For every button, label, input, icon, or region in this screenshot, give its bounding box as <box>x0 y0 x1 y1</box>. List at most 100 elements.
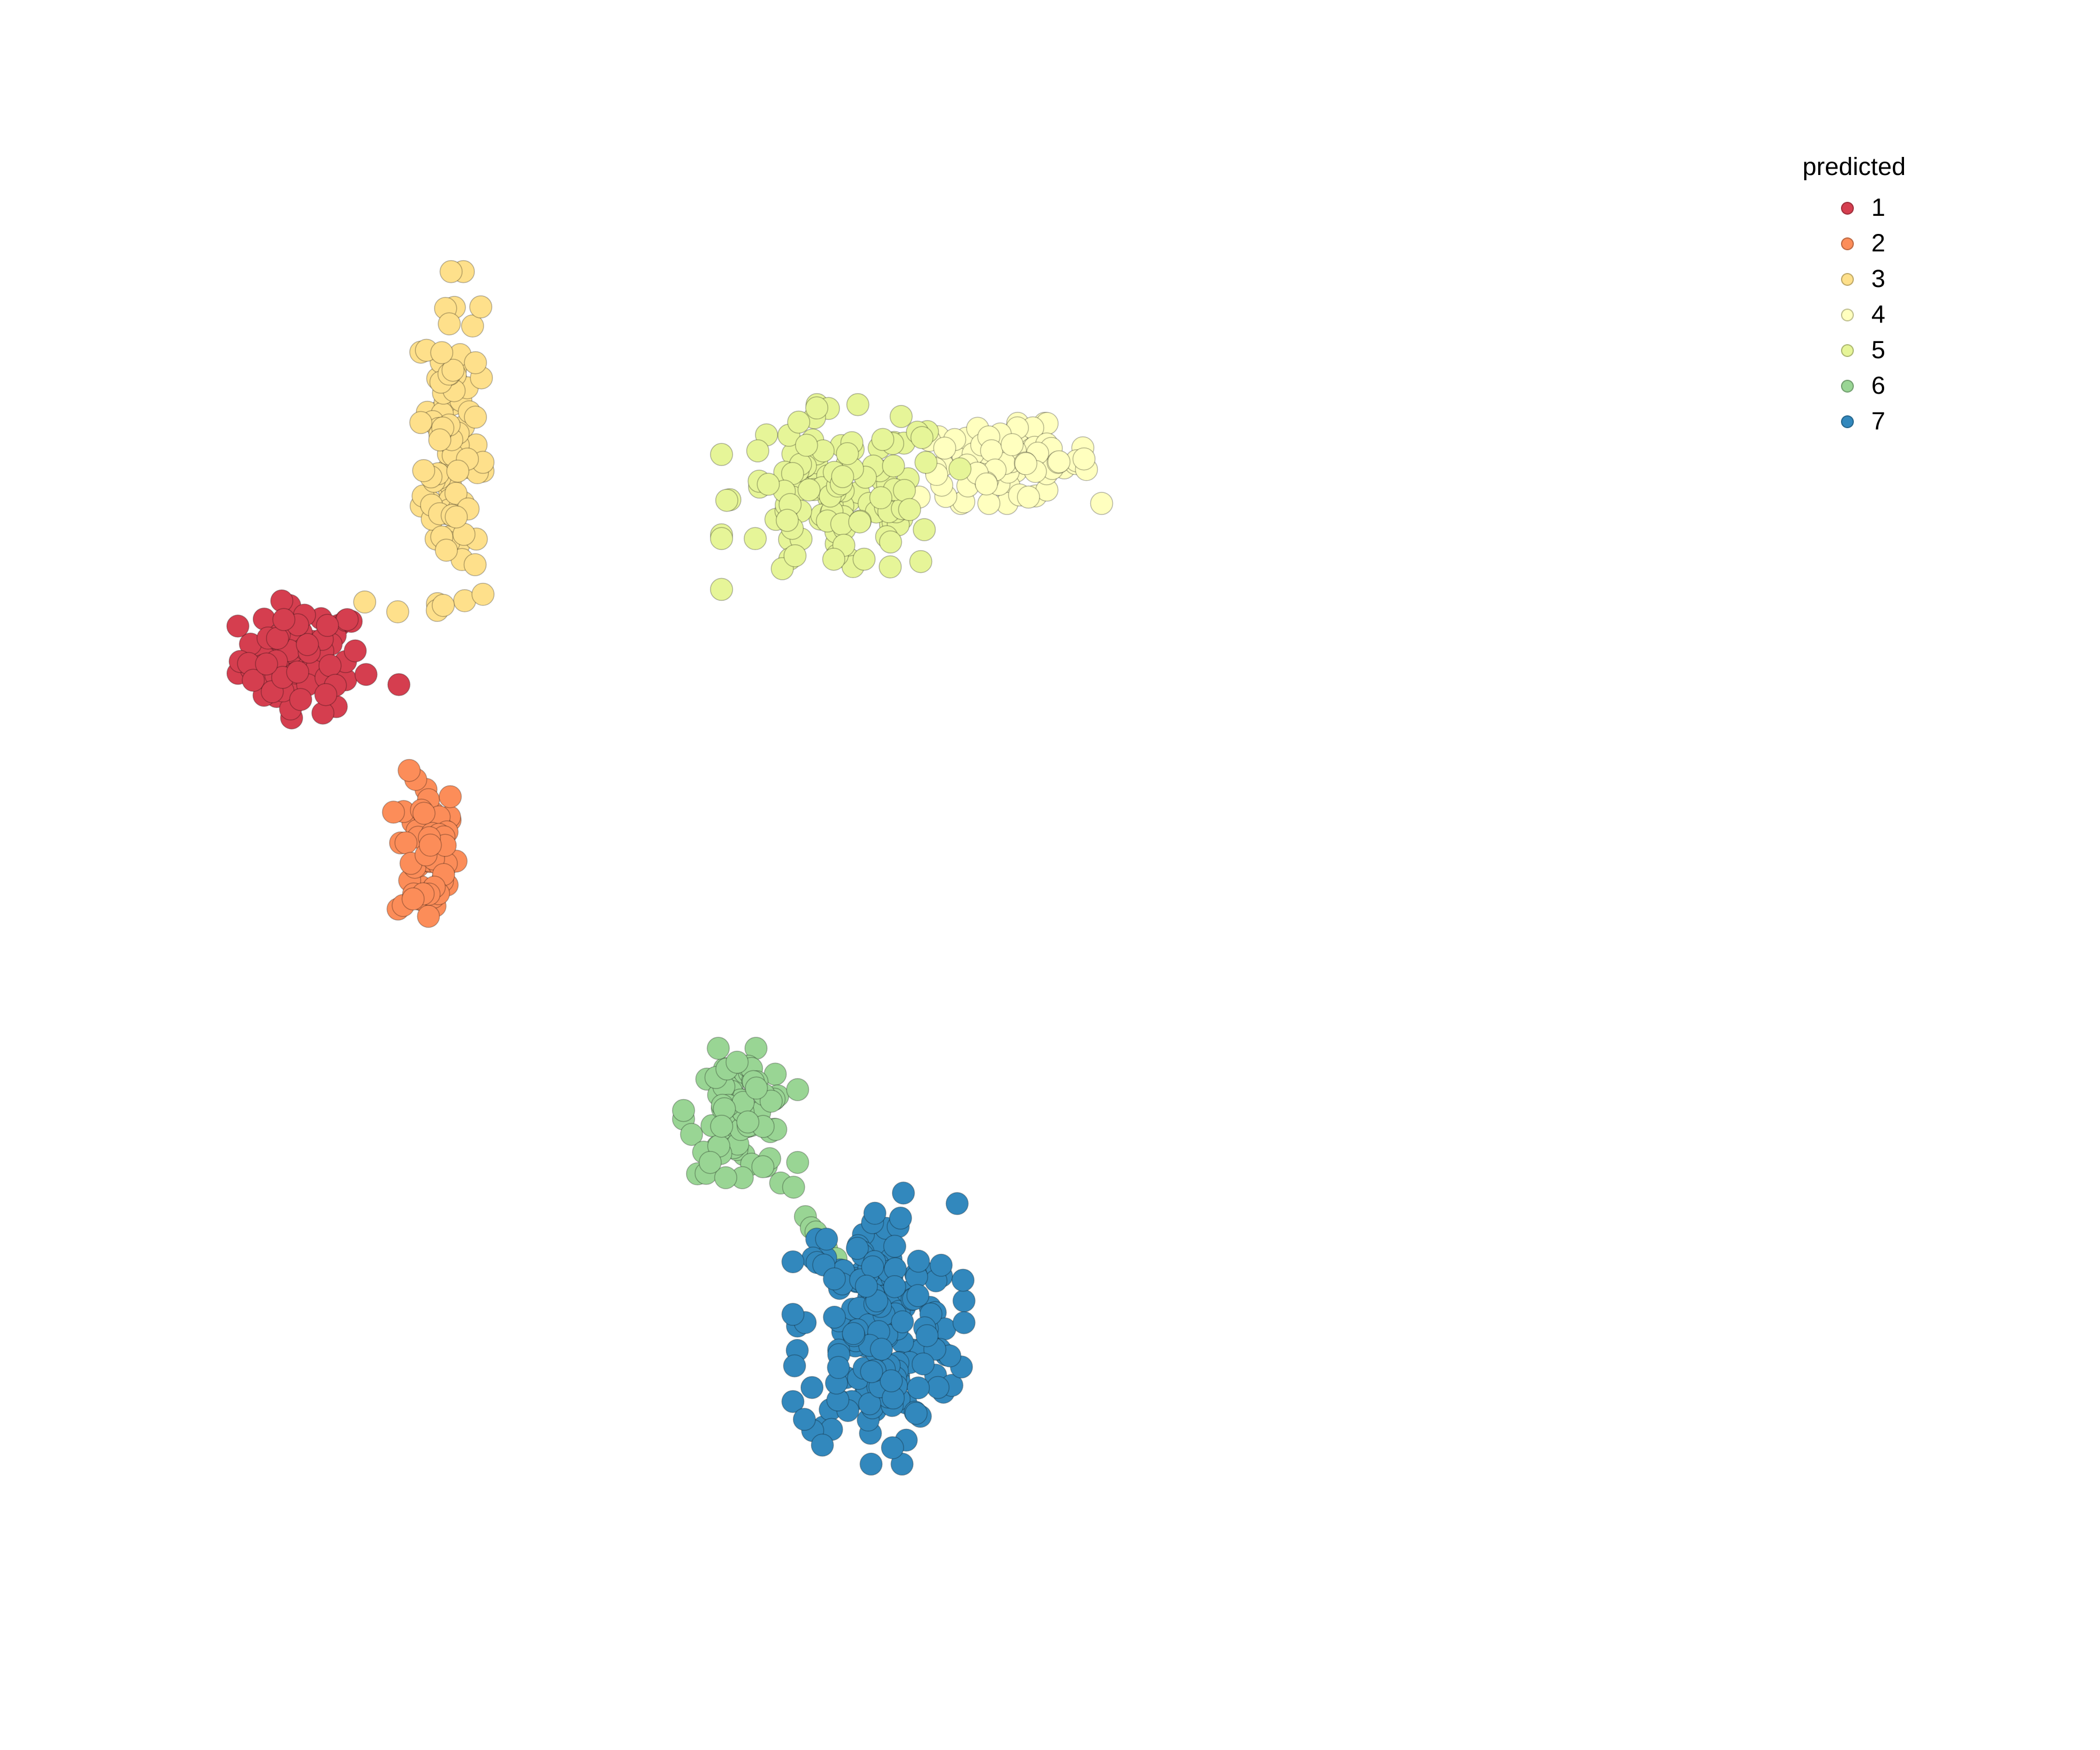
point-cluster-5-93 <box>710 527 733 550</box>
point-cluster-7-10 <box>952 1289 976 1312</box>
point-cluster-2-18 <box>397 758 421 782</box>
point-cluster-5-9 <box>715 488 738 512</box>
point-cluster-1-59 <box>289 688 313 711</box>
point-cluster-5-119 <box>746 439 769 463</box>
point-cluster-7-72 <box>883 1234 907 1258</box>
point-cluster-2-52 <box>416 905 440 928</box>
point-cluster-3-17 <box>461 314 484 338</box>
point-cluster-7-186 <box>907 1250 930 1273</box>
point-cluster-5-120 <box>797 478 821 502</box>
legend-label-5: 5 <box>1871 336 1885 364</box>
point-cluster-5-82 <box>881 454 905 478</box>
point-cluster-5-29 <box>878 555 902 579</box>
point-cluster-7-196 <box>880 1369 903 1392</box>
point-cluster-2-46 <box>439 785 462 808</box>
point-cluster-7-165 <box>811 1433 834 1457</box>
point-cluster-7-187 <box>827 1356 850 1380</box>
point-cluster-3-110 <box>353 590 376 614</box>
point-cluster-3-111 <box>386 600 410 624</box>
point-cluster-7-162 <box>822 1267 846 1291</box>
point-cluster-3-107 <box>412 459 436 482</box>
point-cluster-6-58 <box>786 1078 810 1101</box>
legend-title: predicted <box>1803 153 1906 181</box>
point-cluster-6-70 <box>736 1110 760 1134</box>
point-cluster-7-188 <box>861 1255 884 1279</box>
point-cluster-5-105 <box>743 527 767 551</box>
point-cluster-6-72 <box>710 1114 733 1138</box>
point-cluster-7-152 <box>815 1227 838 1251</box>
point-cluster-1-53 <box>226 614 250 638</box>
point-cluster-2-67 <box>401 887 425 911</box>
legend-swatch-5 <box>1841 344 1854 357</box>
point-cluster-7-119 <box>863 1202 887 1225</box>
point-cluster-6-45 <box>751 1155 775 1178</box>
legend-label-6: 6 <box>1871 372 1885 400</box>
point-cluster-6-48 <box>672 1098 695 1122</box>
point-cluster-4-86 <box>933 436 957 460</box>
point-cluster-1-78 <box>272 608 296 631</box>
legend-label-2: 2 <box>1871 229 1885 257</box>
legend-label-4: 4 <box>1871 300 1885 328</box>
point-cluster-5-128 <box>898 498 922 522</box>
point-cluster-1-61 <box>316 614 340 637</box>
legend-item-7: 7 <box>1841 404 1906 439</box>
point-cluster-6-71 <box>744 1076 768 1100</box>
data-points <box>226 260 1114 1476</box>
point-cluster-7-16 <box>946 1192 969 1216</box>
point-cluster-4-55 <box>1072 447 1096 471</box>
point-cluster-5-127 <box>831 465 855 488</box>
point-cluster-6-56 <box>706 1037 730 1060</box>
point-cluster-5-115 <box>710 443 733 466</box>
point-cluster-4-70 <box>980 439 1003 463</box>
point-cluster-5-123 <box>775 509 799 532</box>
point-cluster-3-106 <box>446 459 470 483</box>
point-cluster-1-55 <box>335 608 359 631</box>
point-cluster-7-163 <box>781 1250 805 1273</box>
point-cluster-7-175 <box>845 1237 869 1260</box>
point-cluster-5-78 <box>910 426 934 449</box>
point-cluster-5-101 <box>948 457 972 481</box>
point-cluster-7-153 <box>781 1390 805 1413</box>
point-cluster-1-46 <box>242 668 265 692</box>
point-cluster-7-151 <box>952 1311 976 1335</box>
legend-label-3: 3 <box>1871 265 1885 293</box>
point-cluster-6-73 <box>725 1051 749 1074</box>
point-cluster-7-104 <box>859 1452 883 1476</box>
point-cluster-6-74 <box>698 1150 722 1174</box>
point-cluster-3-100 <box>444 505 468 528</box>
legend-item-5: 5 <box>1841 332 1906 368</box>
point-cluster-7-192 <box>855 1275 878 1298</box>
point-cluster-4-85 <box>1014 452 1038 475</box>
point-cluster-2-59 <box>412 802 436 825</box>
point-cluster-7-191 <box>870 1338 893 1361</box>
point-cluster-1-63 <box>318 654 342 677</box>
point-cluster-1-76 <box>255 652 278 676</box>
point-cluster-3-109 <box>428 428 452 452</box>
point-cluster-3-85 <box>444 481 468 505</box>
point-cluster-3-46 <box>471 583 495 606</box>
point-cluster-7-194 <box>883 1275 907 1298</box>
point-cluster-7-137 <box>783 1354 806 1378</box>
point-cluster-5-114 <box>892 478 916 502</box>
point-cluster-5-110 <box>848 510 872 534</box>
point-cluster-5-65 <box>805 396 828 420</box>
point-cluster-1-74 <box>314 682 338 706</box>
point-cluster-5-121 <box>783 544 807 568</box>
point-cluster-7-159 <box>793 1408 816 1431</box>
legend-swatch-3 <box>1841 272 1854 286</box>
point-cluster-1-73 <box>296 633 319 656</box>
point-cluster-4-54 <box>1090 492 1114 515</box>
point-cluster-3-71 <box>463 553 487 576</box>
point-cluster-6-51 <box>786 1150 810 1174</box>
point-cluster-3-105 <box>438 312 461 335</box>
point-cluster-7-198 <box>860 1360 883 1384</box>
legend-item-2: 2 <box>1841 226 1906 261</box>
legend-item-3: 3 <box>1841 261 1906 297</box>
point-cluster-6-8 <box>680 1122 704 1146</box>
point-cluster-5-126 <box>869 486 892 510</box>
legend-swatch-7 <box>1841 415 1854 428</box>
point-cluster-5-86 <box>846 393 870 416</box>
point-cluster-5-44 <box>914 450 938 474</box>
legend-item-4: 4 <box>1841 297 1906 332</box>
